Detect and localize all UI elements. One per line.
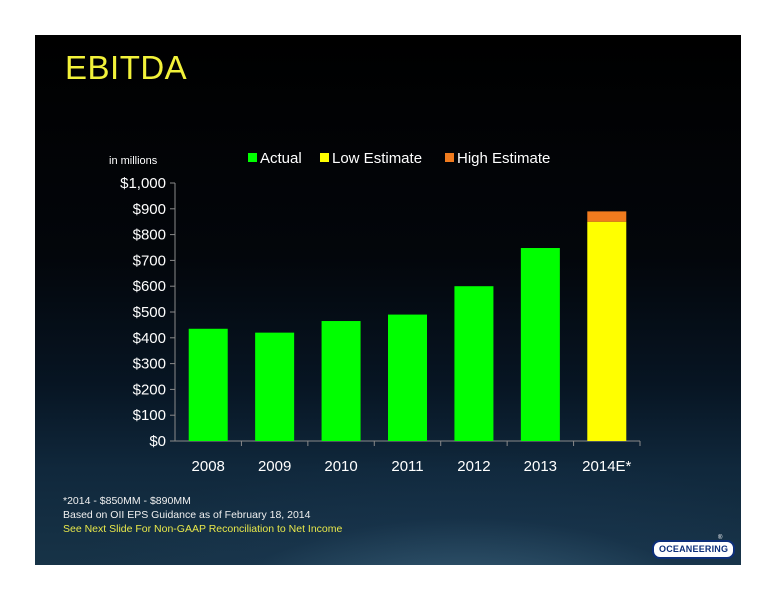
legend-label-actual: Actual bbox=[260, 150, 302, 167]
x-tick-label: 2013 bbox=[524, 458, 557, 475]
oceaneering-logo: OCEANEERING bbox=[652, 540, 736, 559]
ebitda-chart: $0 $100 $200 $300 $400 $500 $600 $700 $800 $900 $1… bbox=[109, 150, 641, 475]
bar-actual-2009 bbox=[255, 332, 295, 441]
bar-low-estimate-2014E bbox=[587, 221, 627, 441]
legend-swatch-actual bbox=[248, 153, 257, 162]
legend-swatch-low-estimate bbox=[320, 153, 329, 162]
y-tick-label: $1,000 bbox=[120, 175, 166, 192]
legend-label-high-estimate: High Estimate bbox=[457, 150, 550, 167]
y-tick-label: $300 bbox=[133, 356, 166, 373]
legend-swatch-high-estimate bbox=[445, 153, 454, 162]
x-tick-label: 2014E* bbox=[582, 458, 631, 475]
bar-actual-2012 bbox=[454, 286, 494, 441]
slide: EBITDA $0 $100 $200 $300 $400 $500 $600 $700 $80… bbox=[35, 35, 741, 565]
bar-actual-2013 bbox=[520, 248, 560, 441]
x-tick-label: 2009 bbox=[258, 458, 291, 475]
bar-actual-2008 bbox=[188, 328, 228, 441]
bar-actual-2010 bbox=[321, 321, 361, 441]
y-tick-label: $100 bbox=[133, 407, 166, 424]
y-tick-label: $700 bbox=[133, 252, 166, 269]
registered-mark: ® bbox=[718, 535, 723, 541]
bar-high-estimate-2014E bbox=[587, 211, 627, 222]
legend-label-low-estimate: Low Estimate bbox=[332, 150, 422, 167]
x-tick-label: 2010 bbox=[324, 458, 357, 475]
x-tick-label: 2008 bbox=[192, 458, 225, 475]
y-tick-label: $800 bbox=[133, 227, 166, 244]
footnote-guidance: Based on OII EPS Guidance as of February… bbox=[63, 509, 311, 521]
y-tick-label: $900 bbox=[133, 201, 166, 218]
unit-note: in millions bbox=[109, 155, 158, 167]
y-tick-label: $400 bbox=[133, 330, 166, 347]
x-tick-label: 2012 bbox=[457, 458, 490, 475]
footnote-estimate: *2014 - $850MM - $890MM bbox=[63, 495, 191, 507]
x-tick-label: 2011 bbox=[391, 458, 423, 475]
y-tick-label: $200 bbox=[133, 381, 166, 398]
y-tick-label: $500 bbox=[133, 304, 166, 321]
slide-title: EBITDA bbox=[65, 49, 188, 86]
footnote-reconciliation: See Next Slide For Non-GAAP Reconciliati… bbox=[63, 523, 343, 535]
y-tick-label: $600 bbox=[133, 278, 166, 295]
y-tick-label: $0 bbox=[149, 433, 166, 450]
bar-actual-2011 bbox=[388, 314, 427, 441]
